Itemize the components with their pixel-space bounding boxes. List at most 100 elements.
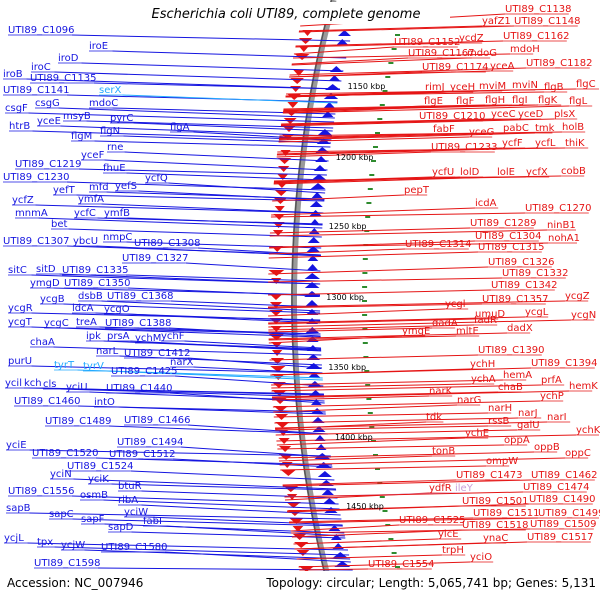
left-gene-label: iroE: [89, 41, 108, 52]
kbp-label: 1250 kbp: [329, 222, 367, 231]
left-gene-label: iroB: [3, 69, 23, 80]
label-connector: [272, 194, 405, 202]
right-gene-label: oppC: [565, 448, 591, 459]
left-gene-label: flgM: [71, 131, 92, 142]
right-gene-label: UTI89_C1210: [419, 111, 486, 122]
label-connector: [282, 479, 532, 487]
left-gene-label: UTI89_C1556: [8, 486, 75, 497]
label-connector: [289, 67, 527, 76]
left-gene-label: treA: [76, 317, 97, 328]
left-gene-label: UTI89_C1412: [124, 348, 191, 359]
left-gene-label: yefT: [53, 185, 76, 196]
left-gene-label: UTI89_C1460: [14, 396, 81, 407]
right-gene-label: UTI89_C1162: [503, 31, 570, 42]
right-gene-label: UTI89_C1517: [527, 532, 594, 543]
label-connector: [127, 217, 323, 226]
forward-strand-feature: [290, 78, 304, 84]
right-gene-label: galU: [517, 420, 540, 431]
right-gene-label: icdA: [475, 198, 497, 209]
ruler-tick: [388, 538, 394, 540]
right-gene-label: ycgl: [445, 299, 466, 310]
left-gene-label: chaA: [30, 337, 55, 348]
label-connector: [268, 324, 475, 331]
left-gene-label: sitD: [36, 264, 56, 275]
left-gene-label: purU: [8, 356, 32, 367]
label-connector: [185, 262, 321, 272]
left-gene-label: sapD: [108, 522, 134, 533]
left-gene-label: UTI89_C1308: [134, 238, 201, 249]
left-gene-label: ymfB: [104, 208, 130, 219]
right-gene-label: tmk: [535, 123, 555, 134]
label-connector: [271, 383, 472, 389]
left-gene-label: ycfZ: [12, 195, 34, 206]
label-connector: [296, 554, 443, 560]
right-gene-label: UTI89_C1314: [405, 239, 472, 250]
right-gene-label: yceC: [491, 109, 516, 120]
label-connector: [106, 370, 323, 381]
label-connector: [63, 303, 321, 314]
label-connector: [104, 523, 345, 534]
label-connector: [187, 357, 323, 369]
label-connector: [122, 94, 338, 104]
reverse-strand-feature: [310, 183, 326, 189]
right-gene-label: UTI89_C1148: [514, 16, 581, 27]
left-gene-label: yefS: [115, 181, 137, 192]
forward-strand-feature: [298, 566, 315, 572]
right-gene-label: UTI89_C1332: [502, 268, 569, 279]
left-gene-label: nmpC: [103, 232, 132, 243]
ruler-tick: [362, 314, 368, 316]
right-gene-label: UTI89_C1289: [470, 218, 537, 229]
footer-backdrop: [0, 571, 600, 600]
ruler-tick: [365, 216, 371, 218]
left-gene-label: yciU: [66, 382, 88, 393]
right-gene-label: ycfX: [526, 167, 548, 178]
label-connector: [96, 245, 321, 257]
right-gene-label: oppA: [504, 435, 530, 446]
right-gene-label: UTI89_C1518: [462, 520, 529, 531]
label-connector: [272, 400, 541, 408]
forward-strand-feature: [290, 86, 302, 92]
left-gene-label: flgN: [100, 126, 120, 137]
left-gene-label: ipk: [86, 331, 101, 342]
right-gene-label: lolE: [497, 167, 515, 178]
reverse-strand-feature: [315, 444, 327, 450]
right-gene-label: oppB: [534, 442, 560, 453]
left-gene-label: fhuE: [103, 163, 126, 174]
left-gene-label: UTI89_C1096: [8, 25, 75, 36]
left-gene-label: btuR: [118, 481, 142, 492]
right-gene-label: UTI89_C1326: [488, 257, 555, 268]
reverse-strand-feature: [321, 489, 334, 495]
genome-backbone-line: [291, 0, 333, 600]
right-gene-label: UTI89_C1474: [523, 482, 590, 493]
label-connector: [71, 495, 339, 505]
forward-strand-feature: [274, 206, 285, 212]
right-gene-label: UTI89_C1511: [473, 508, 540, 519]
left-gene-label: ycjL: [4, 533, 24, 544]
left-gene-label: UTI89_C1230: [3, 172, 70, 183]
left-gene-label: ycgC: [44, 318, 69, 329]
right-gene-label: pabC: [503, 123, 529, 134]
left-gene-label: dsbB: [78, 291, 103, 302]
left-gene-label: UTI89_C1425: [111, 366, 178, 377]
label-connector: [270, 367, 532, 376]
label-connector: [273, 404, 458, 413]
right-gene-label: mviM: [479, 81, 506, 92]
left-gene-label: tyrT: [54, 360, 75, 371]
ruler-tick: [362, 342, 368, 344]
right-gene-label: UTI89_C1233: [431, 142, 498, 153]
right-gene-label: ymgE: [402, 326, 430, 337]
ruler-tick: [365, 384, 371, 386]
right-gene-label: flgL: [569, 96, 588, 107]
right-gene-label: dadA: [432, 318, 458, 329]
left-gene-label: fabI: [143, 516, 162, 527]
kbp-label: 1450 kbp: [346, 502, 384, 511]
left-gene-label: narL: [96, 346, 119, 357]
forward-strand-feature: [292, 526, 304, 532]
right-gene-label: UTI89_C1304: [475, 231, 542, 242]
right-gene-label: hemA: [503, 370, 532, 381]
right-gene-label: UTI89_C1342: [491, 280, 558, 291]
label-connector: [31, 365, 323, 374]
label-connector: [197, 247, 321, 256]
right-gene-label: ycgZ: [565, 291, 590, 302]
label-connector: [273, 412, 489, 418]
